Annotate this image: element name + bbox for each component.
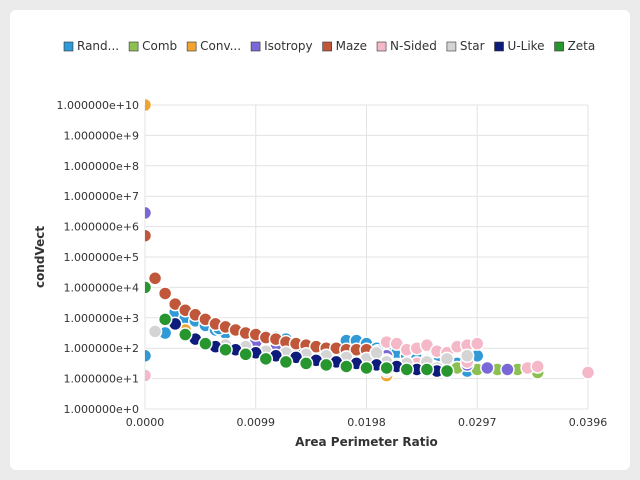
legend-label: Comb — [142, 39, 177, 53]
legend-item[interactable]: Conv... — [186, 39, 241, 53]
legend-swatch — [128, 41, 139, 52]
legend-item[interactable]: Maze — [322, 39, 367, 53]
y-tick-label: 1.000000e+4 — [64, 281, 139, 294]
data-point[interactable] — [298, 356, 314, 371]
x-tick-labels: 0.0000 0.0099 0.0198 0.0297 0.0396 — [126, 416, 608, 429]
data-point[interactable] — [178, 327, 193, 342]
legend-label: Star — [460, 39, 485, 53]
y-tick-label: 1.000000e+6 — [64, 221, 139, 234]
data-point[interactable] — [139, 368, 153, 383]
data-point[interactable] — [459, 348, 475, 364]
legend-label: U-Like — [508, 39, 545, 53]
y-tick-label: 1.000000e+1 — [64, 373, 139, 386]
y-axis-title: condVect — [33, 226, 47, 288]
y-tick-labels: 1.000000e+0 1.000000e+1 1.000000e+2 1.00000… — [57, 99, 139, 416]
x-axis-title: Area Perimeter Ratio — [295, 435, 438, 449]
data-point[interactable] — [139, 205, 153, 221]
legend-label: Zeta — [568, 39, 596, 53]
legend-label: Maze — [336, 39, 367, 53]
data-point[interactable] — [580, 365, 596, 380]
data-point[interactable] — [147, 324, 163, 339]
data-point[interactable] — [278, 354, 294, 370]
data-point[interactable] — [339, 359, 354, 374]
data-point[interactable] — [530, 359, 545, 374]
y-tick-label: 1.000000e+9 — [64, 129, 139, 142]
x-tick-label: 0.0000 — [126, 416, 165, 429]
y-tick-label: 1.000000e+5 — [64, 251, 139, 264]
series-zeta — [139, 280, 455, 379]
y-tick-label: 1.000000e+2 — [64, 342, 139, 355]
legend-swatch — [494, 41, 504, 52]
x-tick-label: 0.0396 — [569, 416, 608, 429]
legend-swatch — [376, 41, 387, 52]
legend-item[interactable]: Isotropy — [250, 39, 313, 53]
data-point[interactable] — [147, 271, 163, 286]
data-point[interactable] — [480, 360, 495, 376]
data-point[interactable] — [439, 363, 455, 379]
data-point[interactable] — [157, 286, 173, 301]
y-tick-label: 1.000000e+0 — [64, 403, 139, 416]
x-tick-label: 0.0297 — [458, 416, 497, 429]
data-point[interactable] — [419, 362, 435, 377]
data-point[interactable] — [238, 347, 253, 362]
legend-swatch — [554, 41, 564, 52]
data-point[interactable] — [139, 228, 153, 243]
data-point[interactable] — [470, 336, 485, 351]
data-point[interactable] — [379, 360, 394, 376]
legend-swatch — [250, 41, 261, 52]
scatter-chart: Rand... Comb Conv... Isotropy Maze N-Sided Sta… — [33, 39, 608, 449]
data-point[interactable] — [359, 360, 374, 376]
legend: Rand... Comb Conv... Isotropy Maze N-Sided Sta… — [63, 39, 596, 53]
legend-swatch — [186, 41, 197, 52]
legend-swatch — [63, 41, 74, 52]
data-point[interactable] — [218, 342, 233, 357]
data-point[interactable] — [500, 362, 515, 377]
legend-item[interactable]: N-Sided — [376, 39, 437, 53]
data-point[interactable] — [198, 336, 213, 351]
legend-label: Isotropy — [264, 39, 313, 53]
data-point[interactable] — [139, 280, 153, 295]
y-tick-label: 1.000000e+10 — [57, 99, 139, 112]
data-point[interactable] — [139, 348, 153, 364]
data-point[interactable] — [157, 312, 173, 327]
legend-swatch — [446, 41, 457, 52]
legend-item[interactable]: U-Like — [494, 39, 545, 53]
legend-swatch — [322, 41, 332, 52]
legend-label: Conv... — [200, 39, 241, 53]
legend-label: N-Sided — [390, 39, 437, 53]
legend-item[interactable]: Comb — [128, 39, 177, 53]
data-point[interactable] — [139, 97, 153, 113]
y-tick-label: 1.000000e+7 — [64, 190, 139, 203]
legend-label: Rand... — [77, 39, 119, 53]
data-point[interactable] — [399, 362, 415, 377]
data-point[interactable] — [369, 345, 384, 361]
legend-item[interactable]: Rand... — [63, 39, 119, 53]
legend-item[interactable]: Zeta — [554, 39, 596, 53]
data-point[interactable] — [258, 351, 274, 367]
x-tick-label: 0.0198 — [347, 416, 386, 429]
chart-card: Rand... Comb Conv... Isotropy Maze N-Sided Sta… — [10, 10, 630, 470]
y-tick-label: 1.000000e+8 — [64, 160, 139, 173]
legend-item[interactable]: Star — [446, 39, 485, 53]
x-tick-label: 0.0099 — [237, 416, 276, 429]
y-tick-label: 1.000000e+3 — [64, 312, 139, 325]
data-point[interactable] — [318, 357, 334, 373]
data-points — [139, 97, 596, 383]
